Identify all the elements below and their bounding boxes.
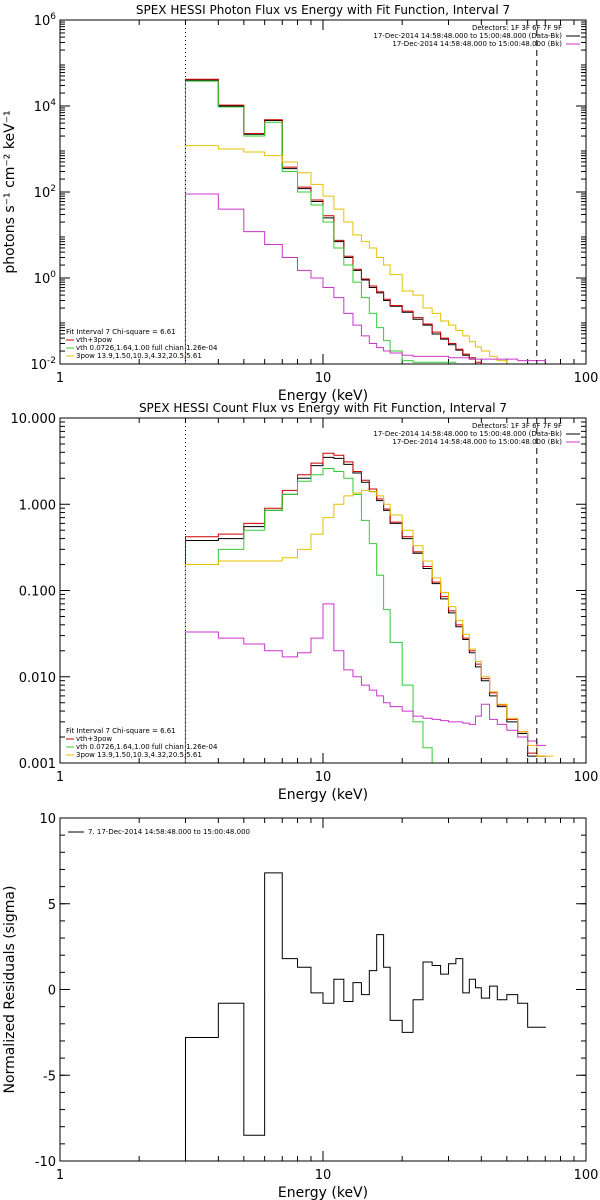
x-tick-label: 1 [56,770,64,785]
y-axis-label: photons s⁻¹ cm⁻² keV⁻¹ [2,110,18,273]
y-tick-label: -5 [43,1069,56,1084]
y-tick-label: 0 [48,984,56,999]
y-tick-label: 104 [34,98,57,115]
series-3pow [184,489,554,763]
y-tick-label: 1.000 [19,498,56,513]
x-tick-label: 10 [315,371,332,386]
legend-bottom-text: vth+3pow [76,735,112,743]
y-tick-label: 0.100 [19,585,56,600]
y-tick-label: 0.001 [19,757,56,772]
chart-1: SPEX HESSI Photon Flux vs Energy with Fi… [2,3,598,404]
y-axis-label: Normalized Residuals (sigma) [2,886,18,1094]
legend-top-text: 17-Dec-2014 14:58:48.000 to 15:00:48.000… [392,438,562,446]
legend-bottom-text: vth 0.0726,1.64,1.00 full chian 1.26e-04 [76,743,218,751]
legend-top-text: 17-Dec-2014 14:58:48.000 to 15:00:48.000… [373,32,562,40]
plot-area [184,78,554,364]
plot-area [184,872,546,1161]
x-tick-label: 100 [574,1168,599,1183]
series-3pow [184,145,554,364]
y-tick-label: 10 [39,812,56,827]
x-tick-label: 10 [315,770,332,785]
legend-bottom-text: 3pow 13.9,1.50,10.3,4.32,20.5,5.61 [76,751,202,759]
y-tick-label: 100 [34,270,57,287]
x-axis-label: Energy (keV) [278,388,368,404]
series-vth-3pow [184,78,546,364]
plot-frame [59,19,587,365]
chart-2: SPEX HESSI Count Flux vs Energy with Fit… [11,401,599,803]
legend-bottom-text: Fit Interval 7 Chi-square = 6.61 [66,727,176,735]
legend-top-text: Detectors: 1F 3F 6F 7F 9F [472,422,562,430]
series-vth [184,467,457,763]
y-tick-label: 10.000 [11,412,57,427]
plot-frame [59,417,587,764]
legend-top-text: 17-Dec-2014 14:58:48.000 to 15:00:48.000… [373,430,562,438]
series-data-bk [184,456,546,763]
x-axis-label: Energy (keV) [278,1185,368,1200]
plot-frame [59,817,587,1162]
series-vth-3pow [184,452,546,763]
legend-bottom-text: vth+3pow [76,336,112,344]
x-tick-label: 100 [574,770,599,785]
chart-title: SPEX HESSI Photon Flux vs Energy with Fi… [136,3,510,17]
legend-bottom-text: vth 0.0726,1.64,1.00 full chian 1.26e-04 [76,344,218,352]
y-tick-label: 102 [34,184,56,201]
legend-bottom-text: Fit Interval 7 Chi-square = 6.61 [66,328,176,336]
y-tick-label: 5 [48,898,56,913]
x-tick-label: 100 [574,371,599,386]
series-residuals [184,872,546,1161]
x-tick-label: 1 [56,371,64,386]
chart-3: 1 10 100 -10 -5 0 5 10 Energy (keV) Normalized Re… [2,812,598,1200]
chart-title: SPEX HESSI Count Flux vs Energy with Fit… [139,401,507,415]
series-vth [184,80,457,364]
x-tick-label: 1 [56,1168,64,1183]
series-bk [184,603,546,763]
x-tick-label: 10 [315,1168,332,1183]
legend-top-text: 7. 17-Dec-2014 14:58:48.000 to 15:00:48.… [88,828,250,836]
y-tick-label: 0.010 [19,671,56,686]
y-tick-label: 106 [34,12,57,29]
plot-area [184,452,554,763]
series-data-bk [184,79,546,364]
y-tick-label: -10 [35,1155,56,1170]
legend-bottom-text: 3pow 13.9,1.50,10.3,4.32,20.5,5.61 [76,352,202,360]
y-tick-label: 10-2 [30,356,56,373]
legend-top-text: 17-Dec-2014 14:58:48.000 to 15:00:48.000… [392,40,562,48]
series-bk [184,193,546,364]
legend-top-text: Detectors: 1F 3F 6F 7F 9F [472,24,562,32]
x-axis-label: Energy (keV) [278,787,368,803]
